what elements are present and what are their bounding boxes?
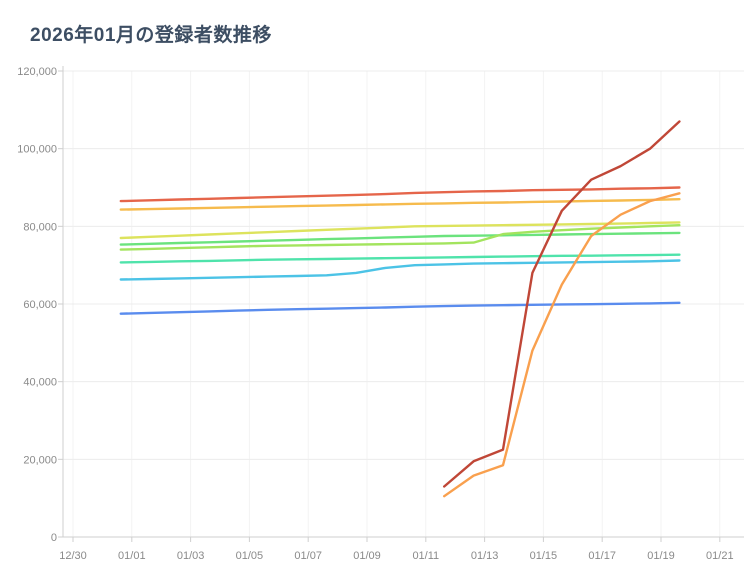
x-tick-label: 01/19 <box>647 550 675 562</box>
y-tick-label: 20,000 <box>23 454 57 466</box>
series-line-teal[interactable] <box>119 253 681 264</box>
series-line-cyan[interactable] <box>119 259 681 281</box>
series-line-dark-red-spike[interactable] <box>443 120 681 488</box>
x-tick-label: 01/05 <box>236 550 264 562</box>
y-tick-label: 80,000 <box>23 221 57 233</box>
x-tick-label: 01/09 <box>353 550 381 562</box>
series-line-orange-spike[interactable] <box>443 192 681 498</box>
series-line-green[interactable] <box>119 231 681 246</box>
chart-title: 2026年01月の登録者数推移 <box>30 25 272 46</box>
x-tick-label: 01/11 <box>412 550 439 562</box>
x-tick-label: 01/21 <box>706 550 734 562</box>
y-tick-label: 40,000 <box>23 377 57 389</box>
series-line-amber[interactable] <box>119 197 681 211</box>
series-line-light-green[interactable] <box>119 223 681 251</box>
x-tick-label: 12/30 <box>59 550 87 562</box>
series-line-blue[interactable] <box>119 301 681 315</box>
x-tick-label: 01/01 <box>118 550 146 562</box>
series-lines <box>119 120 681 498</box>
y-tick-label: 120,000 <box>17 66 57 78</box>
series-line-yellow-green[interactable] <box>119 221 681 240</box>
x-tick-label: 01/17 <box>588 550 616 562</box>
x-tick-label: 01/15 <box>530 550 558 562</box>
x-tick-label: 01/03 <box>177 550 205 562</box>
series-line-red[interactable] <box>119 186 681 203</box>
x-tick-label: 01/13 <box>471 550 499 562</box>
y-tick-label: 0 <box>51 532 57 544</box>
y-tick-label: 100,000 <box>17 144 57 156</box>
axes: 0 20,000 40,000 60,000 80,000 100,000 120,000 1… <box>17 66 744 562</box>
x-tick-label: 01/07 <box>294 550 322 562</box>
y-tick-label: 60,000 <box>23 299 57 311</box>
